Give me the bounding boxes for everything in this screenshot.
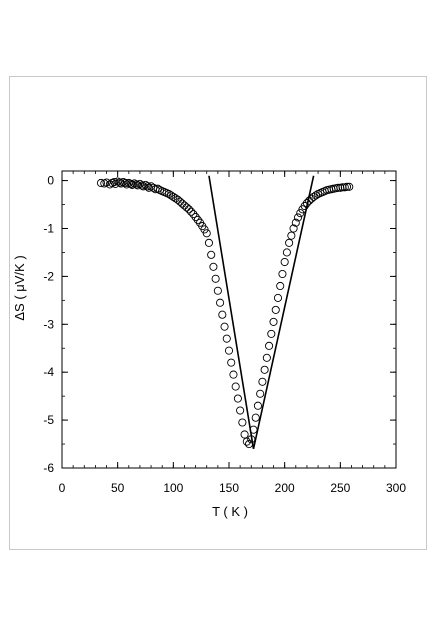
- y-tick-label: -4: [43, 365, 54, 379]
- data-point: [164, 189, 173, 199]
- data-point: [169, 192, 178, 201]
- data-point: [334, 183, 343, 192]
- y-tick-label: -6: [43, 461, 54, 475]
- data-point: [251, 413, 260, 422]
- data-point: [191, 212, 200, 222]
- figure-frame: [9, 76, 427, 550]
- data-point: [233, 394, 242, 403]
- data-point: [180, 201, 189, 210]
- data-point: [265, 341, 274, 350]
- data-point: [224, 346, 234, 355]
- data-point: [291, 218, 300, 227]
- data-point: [216, 298, 225, 307]
- fit-line: [208, 175, 255, 449]
- axes: 0 50 100 150 200 250 300 0 -1 -2 -3 -4 -5 -6: [43, 170, 406, 495]
- data-point: [122, 180, 131, 189]
- data-point: [204, 238, 214, 247]
- data-point: [229, 370, 238, 379]
- x-tick-label: 300: [386, 481, 406, 495]
- x-axis-label: T ( K ): [212, 504, 248, 519]
- data-point: [211, 274, 220, 283]
- data-point: [345, 182, 354, 191]
- data-point: [269, 317, 278, 326]
- data-point: [116, 179, 126, 188]
- data-point: [193, 215, 202, 224]
- data-point: [293, 213, 303, 222]
- x-tick-label: 0: [59, 481, 66, 495]
- y-tick-label: -5: [43, 413, 54, 427]
- y-axis-label: ΔS ( μV/K ): [12, 255, 27, 320]
- data-point: [128, 180, 137, 189]
- x-tick-label: 100: [163, 481, 183, 495]
- data-point: [240, 430, 249, 439]
- y-tick-label: -2: [43, 269, 54, 283]
- data-point: [167, 191, 176, 200]
- data-point: [105, 180, 114, 189]
- data-point: [236, 406, 245, 415]
- data-point: [302, 199, 311, 208]
- data-point: [207, 250, 216, 259]
- data-point: [220, 322, 229, 331]
- data-point: [242, 437, 251, 446]
- y-tick-label: 0: [47, 174, 54, 188]
- data-point: [311, 191, 320, 200]
- fit-lines: [208, 175, 315, 450]
- data-point: [184, 205, 193, 214]
- data-point: [258, 377, 267, 386]
- data-point: [139, 182, 148, 191]
- x-tick-label: 150: [219, 481, 239, 495]
- y-tick-label: -3: [43, 317, 54, 331]
- data-point: [209, 262, 218, 271]
- x-tick-label: 50: [111, 481, 125, 495]
- plot-border: [61, 170, 397, 469]
- x-tick-label: 250: [330, 481, 350, 495]
- data-points: [96, 177, 354, 449]
- data-point: [300, 201, 309, 211]
- data-point: [247, 435, 256, 444]
- data-point: [296, 209, 305, 218]
- data-point: [187, 207, 196, 216]
- data-point: [256, 389, 265, 398]
- data-point: [189, 210, 198, 219]
- data-point: [276, 281, 285, 291]
- fit-line: [252, 175, 315, 450]
- data-point: [285, 238, 294, 247]
- data-point: [338, 183, 347, 192]
- data-point: [244, 439, 254, 449]
- data-point: [273, 293, 283, 302]
- y-tick-label: -1: [43, 221, 54, 235]
- data-point: [289, 224, 298, 233]
- data-point: [249, 425, 258, 434]
- data-point: [111, 179, 120, 188]
- data-point: [342, 182, 352, 191]
- data-point: [309, 192, 318, 201]
- data-point: [282, 248, 291, 257]
- data-point: [267, 329, 276, 338]
- data-point: [182, 203, 191, 212]
- data-point: [143, 182, 152, 191]
- data-point: [253, 401, 262, 410]
- data-point: [133, 181, 142, 190]
- data-point: [231, 382, 240, 391]
- data-point: [260, 365, 269, 374]
- data-point: [278, 269, 287, 279]
- data-point: [96, 178, 106, 188]
- data-point: [262, 353, 271, 362]
- data-point: [271, 305, 280, 314]
- data-point: [200, 225, 209, 234]
- data-point: [287, 231, 296, 240]
- data-point: [227, 358, 236, 367]
- data-point: [202, 229, 211, 238]
- x-tick-label: 200: [275, 481, 295, 495]
- data-point: [280, 257, 289, 267]
- data-point: [213, 286, 222, 295]
- data-point: [238, 418, 247, 427]
- data-point: [153, 184, 162, 193]
- data-point: [222, 334, 231, 343]
- data-point: [178, 199, 187, 208]
- data-point: [218, 310, 227, 319]
